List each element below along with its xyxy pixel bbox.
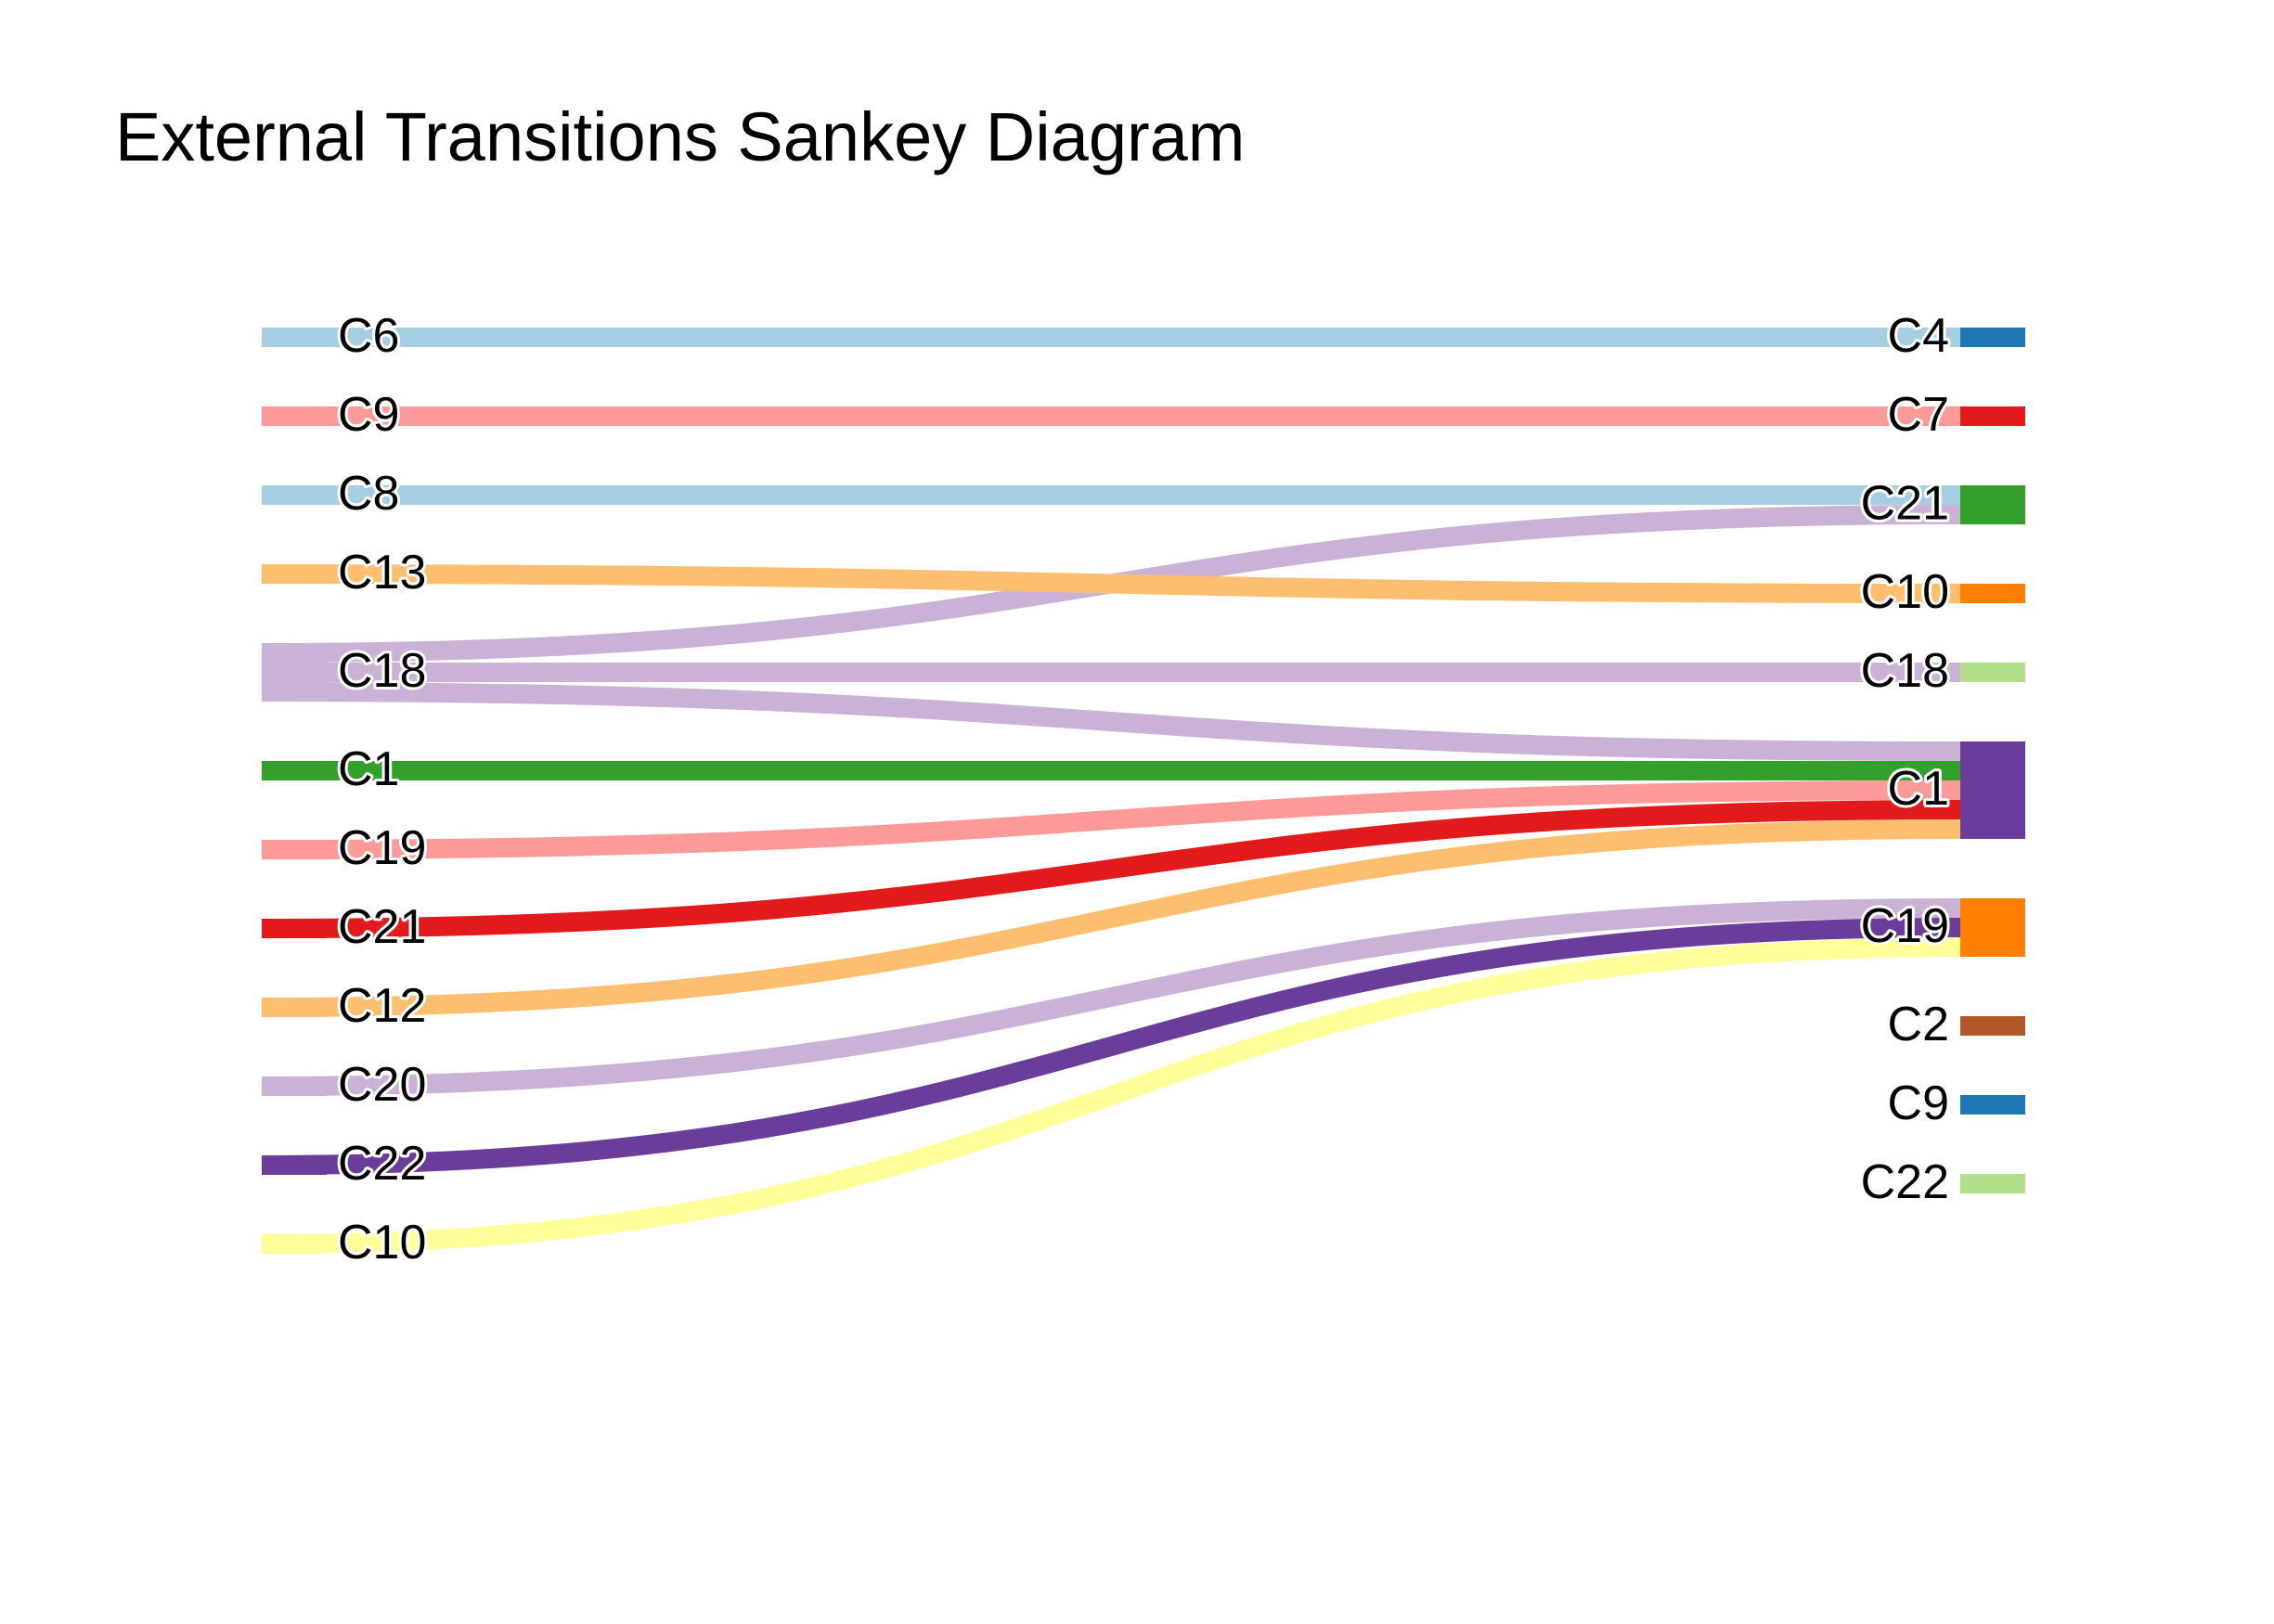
target-node-c2[interactable] [1960, 1016, 2025, 1036]
target-label-c9: C9 [1888, 1076, 1949, 1130]
target-node-c7[interactable] [1960, 406, 2025, 426]
source-node-c19[interactable] [262, 840, 327, 859]
target-node-c1[interactable] [1960, 741, 2025, 839]
sankey-link [261, 819, 1961, 1017]
target-node-c22[interactable] [1960, 1174, 2025, 1193]
source-label-c6: C6 [338, 309, 399, 363]
sankey-link [261, 564, 1961, 603]
target-node-c21[interactable] [1960, 485, 2025, 524]
source-label-c21: C21 [338, 900, 426, 954]
source-label-c13: C13 [338, 546, 426, 599]
target-node-c9[interactable] [1960, 1095, 2025, 1115]
source-node-c1[interactable] [262, 761, 327, 780]
source-label-c1: C1 [338, 742, 399, 796]
target-label-c19: C19 [1861, 899, 1949, 953]
target-node-c19[interactable] [1960, 898, 2025, 957]
chart-title: External Transitions Sankey Diagram [115, 98, 1246, 175]
target-label-c7: C7 [1888, 388, 1949, 442]
target-label-c4: C4 [1888, 309, 1949, 363]
labels-layer: C6 C9 C8 C13 C18 C1 C19 C21 C12 C20 C22 C10 C4 C7 C21 C… [335, 306, 1952, 1272]
target-label-c18: C18 [1861, 644, 1949, 698]
source-node-c8[interactable] [262, 485, 327, 505]
source-node-c20[interactable] [262, 1076, 327, 1096]
source-node-c21[interactable] [262, 919, 327, 938]
source-node-c9[interactable] [262, 406, 327, 426]
source-label-c8: C8 [338, 467, 399, 521]
target-label-c2: C2 [1888, 998, 1949, 1051]
source-node-c6[interactable] [262, 328, 327, 347]
sankey-link [261, 937, 1961, 1254]
sankey-link [261, 682, 1961, 761]
target-node-c18[interactable] [1960, 663, 2025, 682]
source-label-c12: C12 [338, 979, 426, 1033]
links-layer [261, 327, 1961, 1254]
source-label-c18: C18 [338, 644, 426, 698]
sankey-link [261, 780, 1961, 859]
sankey-link [261, 800, 1961, 938]
source-label-c20: C20 [338, 1058, 426, 1112]
source-label-c9: C9 [338, 388, 399, 442]
nodes-layer [262, 328, 2025, 1254]
source-label-c10: C10 [338, 1216, 426, 1270]
target-label-c21: C21 [1861, 477, 1949, 531]
target-node-c4[interactable] [1960, 328, 2025, 347]
source-node-c12[interactable] [262, 998, 327, 1017]
source-label-c22: C22 [338, 1137, 426, 1191]
sankey-link [261, 898, 1961, 1096]
sankey-link [261, 918, 1961, 1175]
source-node-c22[interactable] [262, 1155, 327, 1175]
target-label-c10: C10 [1861, 565, 1949, 619]
target-label-c22: C22 [1861, 1155, 1949, 1209]
source-node-c10[interactable] [262, 1234, 327, 1254]
source-node-c13[interactable] [262, 564, 327, 584]
source-label-c19: C19 [338, 821, 426, 875]
target-node-c10[interactable] [1960, 584, 2025, 603]
source-node-c18[interactable] [262, 643, 327, 702]
target-label-c1: C1 [1888, 762, 1949, 816]
